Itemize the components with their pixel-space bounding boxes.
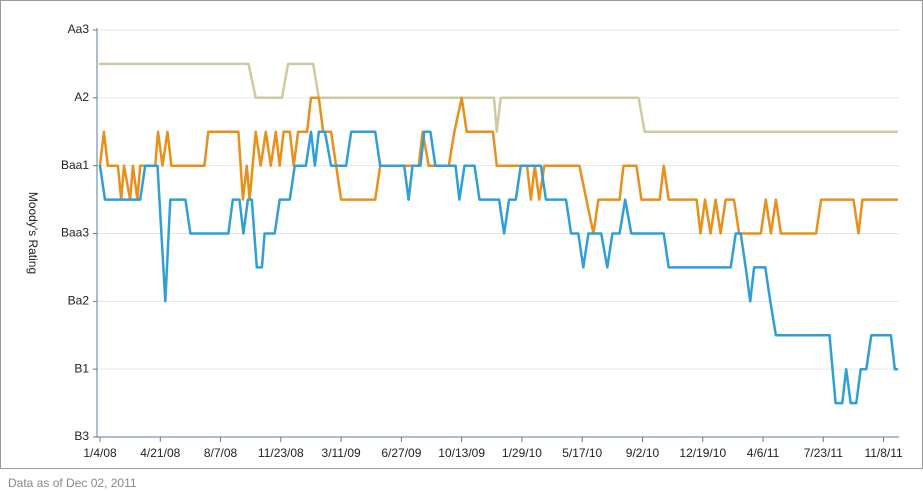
y-tick-label: Ba2	[68, 294, 90, 308]
series-line	[98, 96, 899, 235]
y-tick-label: Baa3	[61, 226, 89, 240]
x-tick-label: 6/27/09	[381, 446, 421, 460]
x-tick-label: 11/8/11	[864, 446, 903, 460]
y-axis-label: Moody's Rating	[26, 192, 40, 274]
y-tick-label: A2	[74, 90, 89, 104]
footnote: Data as of Dec 02, 2011	[8, 476, 137, 490]
x-tick-label: 9/2/10	[626, 446, 660, 460]
x-tick-label: 5/17/10	[562, 446, 602, 460]
x-tick-label: 1/4/08	[83, 446, 117, 460]
x-tick-label: 4/6/11	[747, 446, 780, 460]
x-tick-label: 7/23/11	[804, 446, 843, 460]
y-tick-label: B1	[74, 361, 89, 375]
y-tick-label: Baa1	[61, 158, 89, 172]
series-line	[98, 130, 899, 405]
x-tick-label: 4/21/08	[140, 446, 180, 460]
x-tick-label: 12/19/10	[679, 446, 726, 460]
chart-frame	[0, 0, 923, 469]
x-tick-label: 3/11/09	[322, 446, 361, 460]
x-tick-label: 10/13/09	[438, 446, 485, 460]
x-tick-label: 1/29/10	[502, 446, 542, 460]
y-tick-label: B3	[74, 429, 89, 443]
x-tick-label: 11/23/08	[258, 446, 304, 460]
y-tick-label: Aa3	[68, 22, 90, 36]
x-tick-label: 8/7/08	[204, 446, 238, 460]
